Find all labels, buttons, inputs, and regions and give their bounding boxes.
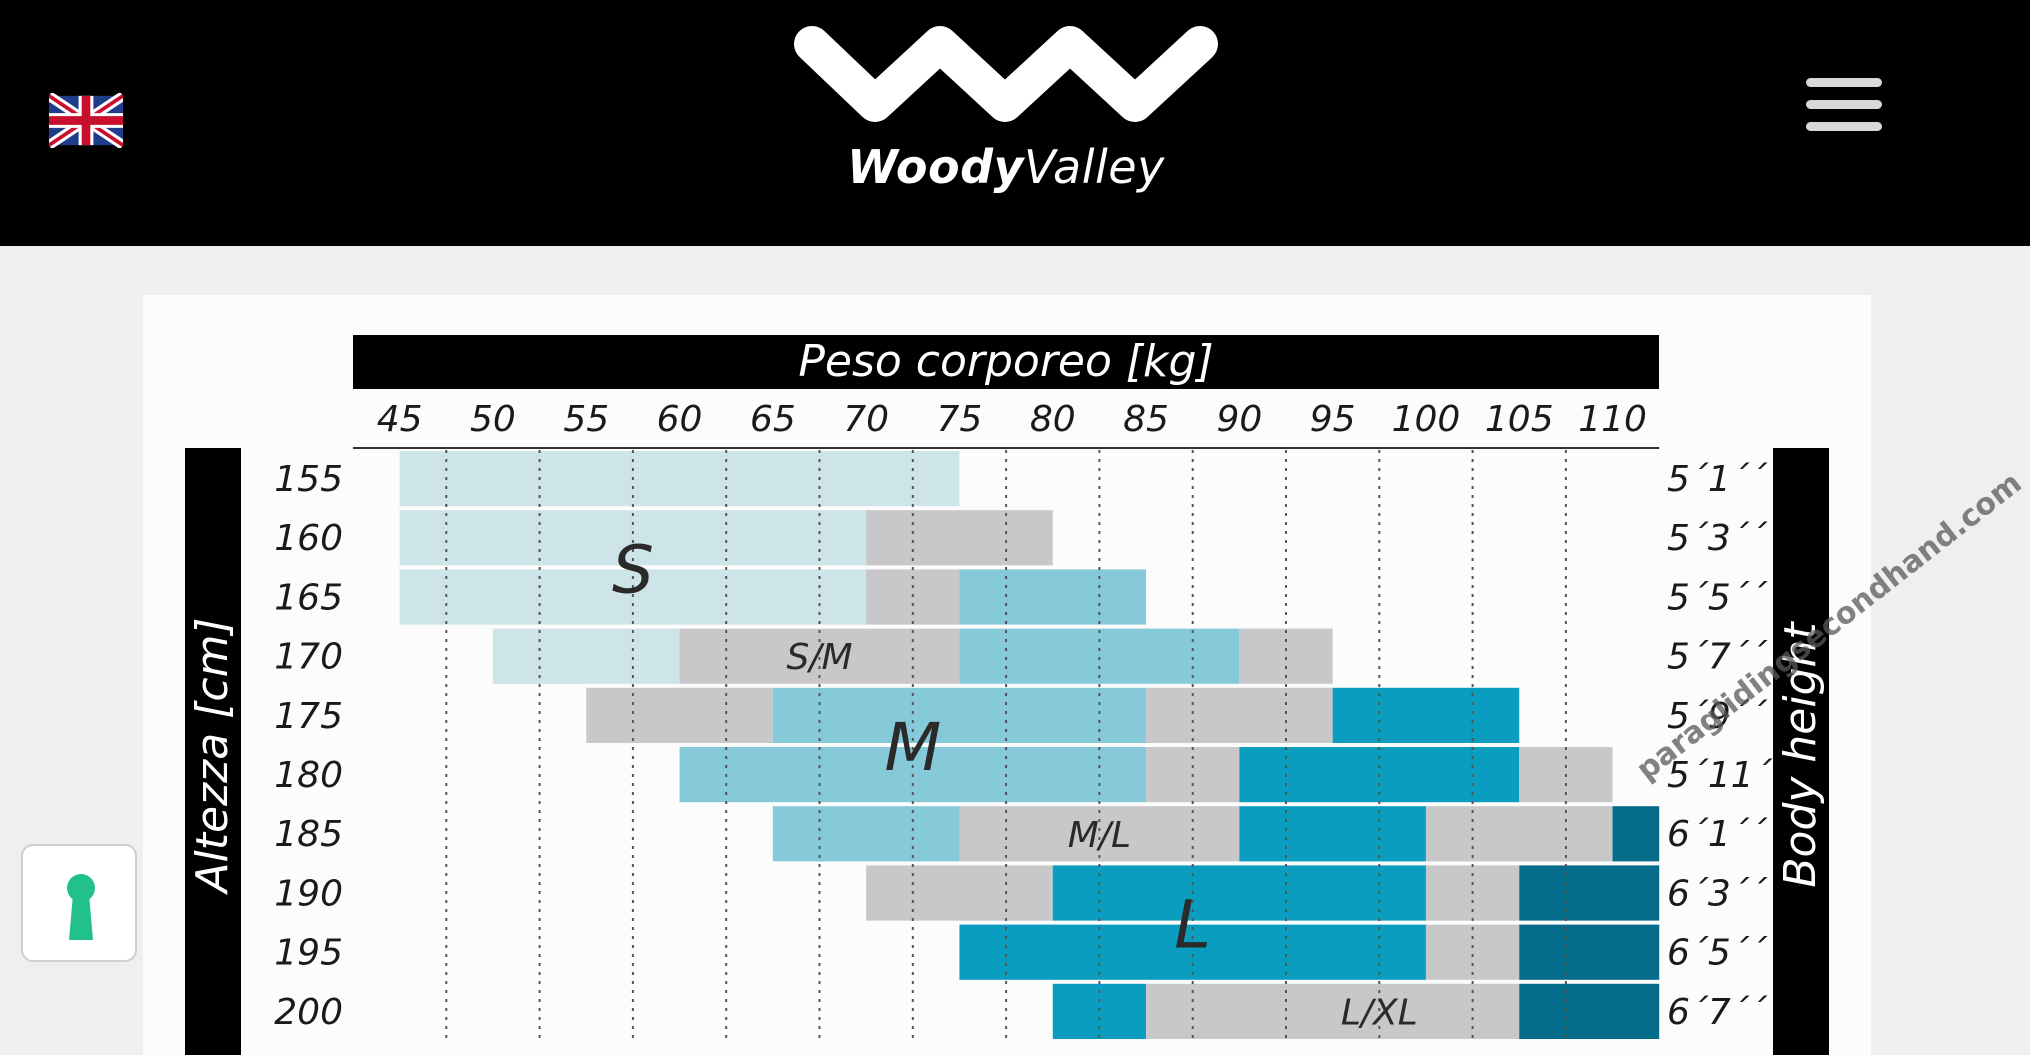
- x-tick-label: 70: [843, 399, 889, 440]
- chart-cell-l: [1332, 687, 1520, 743]
- y-tick-label: 175: [274, 696, 343, 737]
- chart-cell-l: [959, 924, 1426, 980]
- y-imperial-tick-label: 5´1´´: [1667, 459, 1768, 500]
- chart-cell-m: [959, 628, 1240, 684]
- size-chart-card: Peso corporeo [kg] 45 50 55 60 65 70 75 80 85 90 95…: [143, 295, 1871, 1055]
- x-tick-label: 50: [470, 399, 516, 440]
- y-imperial-tick-label: 6´5´´: [1667, 933, 1768, 974]
- brand-bold: Woody: [847, 140, 1025, 194]
- keyhole-icon: [67, 874, 95, 940]
- chart-cell-xl: [1612, 806, 1660, 862]
- x-tick-label: 100: [1392, 399, 1461, 440]
- size-label: L/XL: [1341, 992, 1418, 1033]
- y-tick-label: 170: [274, 637, 343, 678]
- x-tick-label: 110: [1578, 399, 1647, 440]
- chart-cell-xl: [1519, 924, 1660, 980]
- y-imperial-tick-label: 6´1´´: [1667, 814, 1768, 855]
- x-tick-label: 55: [563, 399, 609, 440]
- y-tick-label: 190: [274, 873, 343, 914]
- y-axis-bar-left: [185, 448, 241, 1055]
- y-tick-label: 160: [274, 518, 343, 559]
- y-imperial-tick-label: 5´11´´: [1667, 755, 1791, 796]
- chart-cell-s-m: [679, 628, 960, 684]
- chart-cell-l-xl: [1146, 983, 1520, 1039]
- y-tick-label: 155: [274, 459, 343, 500]
- chart-cell-l-xl: [1425, 806, 1613, 862]
- y-imperial-tick-label: 5´3´´: [1667, 518, 1768, 559]
- y-imperial-tick-label: 5´5´´: [1667, 577, 1768, 618]
- x-tick-label: 90: [1216, 399, 1262, 440]
- x-tick-label: 60: [657, 399, 703, 440]
- chart-cell-l: [1052, 865, 1426, 921]
- woody-valley-logo-icon[interactable]: [790, 22, 1220, 132]
- y-imperial-tick-label: 5´7´´: [1667, 637, 1768, 678]
- x-tick-label: 95: [1310, 399, 1356, 440]
- chart-cell-s-m: [586, 687, 773, 743]
- brand-light: Valley: [1024, 140, 1165, 194]
- size-chart: Peso corporeo [kg] 45 50 55 60 65 70 75 80 85 90 95…: [185, 335, 1829, 1055]
- chart-cell-m: [959, 569, 1147, 625]
- chart-cell-xl: [1519, 983, 1660, 1039]
- chart-cell-m-l: [959, 806, 1240, 862]
- size-label: M/L: [1068, 815, 1131, 856]
- brand-name[interactable]: WoodyValley: [0, 140, 2012, 194]
- y-axis-label-right: Body height: [1775, 621, 1826, 888]
- y-tick-label: 185: [274, 814, 343, 855]
- chart-cell-s: [399, 451, 960, 507]
- y-imperial-tick-label: 6´3´´: [1667, 873, 1768, 914]
- x-tick-label: 80: [1030, 399, 1076, 440]
- chart-cell-l-xl: [1425, 924, 1520, 980]
- size-label: M: [884, 709, 941, 786]
- chart-cell-m-l: [866, 865, 1053, 921]
- size-label: L: [1174, 887, 1211, 964]
- x-tick-label: 75: [937, 399, 983, 440]
- size-label: S/M: [786, 637, 852, 678]
- chart-cell-m-l: [1239, 628, 1333, 684]
- y-tick-label: 165: [274, 577, 343, 618]
- chart-cell-s: [399, 510, 867, 566]
- chart-cell-s-m: [866, 510, 1053, 566]
- chart-cell-m-l: [1146, 687, 1333, 743]
- y-imperial-tick-label: 5´9´´: [1667, 696, 1768, 737]
- y-tick-label: 195: [274, 933, 343, 974]
- chart-title-bar: [353, 335, 1659, 389]
- size-label: S: [612, 531, 654, 608]
- chart-cell-m: [772, 687, 1147, 743]
- chart-title: Peso corporeo [kg]: [798, 336, 1213, 387]
- site-header: WoodyValley: [0, 0, 2030, 246]
- privacy-lock-button[interactable]: [21, 844, 137, 962]
- y-tick-label: 200: [274, 992, 343, 1033]
- chart-cell-s: [492, 628, 680, 684]
- chart-cell-l: [1239, 806, 1426, 862]
- x-tick-label: 105: [1485, 399, 1554, 440]
- x-tick-label: 65: [750, 399, 796, 440]
- chart-cell-m: [772, 806, 960, 862]
- y-tick-label: 180: [274, 755, 343, 796]
- chart-cell-xl: [1519, 865, 1660, 921]
- uk-flag-icon[interactable]: [46, 91, 126, 150]
- y-axis-label: Altezza [cm]: [187, 617, 238, 895]
- y-imperial-tick-label: 6´7´´: [1667, 992, 1768, 1033]
- y-axis-bar-right: [1773, 448, 1829, 1055]
- x-tick-label: 85: [1123, 399, 1169, 440]
- x-tick-label: 45: [377, 399, 423, 440]
- hamburger-menu-icon[interactable]: [1806, 78, 1882, 134]
